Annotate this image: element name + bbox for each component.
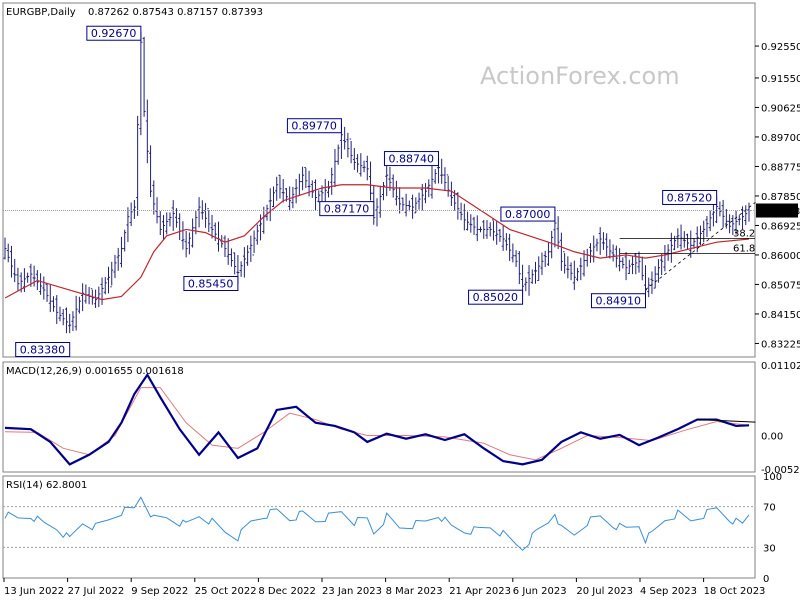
current-price-tag bbox=[756, 203, 798, 218]
price-tick-label: 0.84150 bbox=[761, 310, 800, 321]
price-annotation-label: 0.87170 bbox=[324, 203, 370, 216]
price-annotation-box bbox=[383, 151, 439, 167]
x-tick-label: 8 Mar 2023 bbox=[386, 586, 443, 597]
price-tick-label: 0.92550 bbox=[761, 42, 800, 53]
macd-trend-line bbox=[697, 419, 756, 423]
price-tick-label: 0.83225 bbox=[761, 339, 800, 350]
moving-average-line bbox=[4, 184, 750, 301]
rsi-line bbox=[4, 496, 750, 551]
macd-tick-label: 0.011027 bbox=[761, 361, 800, 372]
price-annotation-label: 0.85450 bbox=[188, 277, 234, 290]
price-annotation-box bbox=[590, 293, 646, 309]
macd-tick-label: 0.00 bbox=[761, 432, 783, 443]
current-price-label: 0.87393 bbox=[759, 207, 800, 218]
x-tick-label: 27 Jul 2022 bbox=[68, 586, 125, 597]
rsi-tick-label: 30 bbox=[763, 543, 776, 554]
fib-label: 38.2 bbox=[733, 228, 755, 239]
x-axis: 13 Jun 2022 27 Jul 2022 9 Sep 2022 25 Oct 2… bbox=[3, 578, 766, 597]
price-annotation-box bbox=[183, 275, 239, 291]
watermark: ActionForex.com bbox=[480, 62, 680, 90]
price-annotation-label: 0.89770 bbox=[291, 120, 337, 133]
x-tick-label: 21 Apr 2023 bbox=[449, 586, 511, 597]
rsi-frame bbox=[2, 475, 756, 579]
price-annotation-label: 0.88740 bbox=[388, 153, 434, 166]
macd-panel: MACD(12,26,9) 0.001655 0.001618 0.011027 0… bbox=[2, 361, 800, 476]
x-tick-label: 20 Jul 2023 bbox=[576, 586, 633, 597]
price-tick-label: 0.88775 bbox=[761, 162, 800, 173]
rsi-title: RSI(14) 62.8001 bbox=[6, 480, 87, 491]
x-tick-label: 9 Sep 2022 bbox=[131, 586, 188, 597]
price-annotation-box bbox=[662, 189, 718, 205]
macd-line bbox=[4, 372, 750, 466]
price-annotation-label: 0.87000 bbox=[505, 208, 551, 221]
price-tick-label: 0.87850 bbox=[761, 192, 800, 203]
price-annotation-label: 0.87520 bbox=[667, 191, 713, 204]
price-annotation-label: 0.85020 bbox=[473, 291, 518, 304]
x-tick-label: 4 Sep 2023 bbox=[640, 586, 697, 597]
x-tick-label: 25 Oct 2022 bbox=[195, 586, 257, 597]
x-tick-label: 6 Jun 2023 bbox=[513, 586, 567, 597]
rsi-panel: RSI(14) 62.8001 100 70 30 0 bbox=[2, 472, 782, 585]
ohlc-readout: 0.87262 0.87543 0.87157 0.87393 bbox=[88, 7, 263, 18]
price-tick-label: 0.85075 bbox=[761, 280, 800, 291]
x-tick-label: 8 Dec 2022 bbox=[258, 586, 316, 597]
macd-frame bbox=[2, 361, 756, 473]
price-panel: 0.92550 0.91550 0.90625 0.89700 0.88775 0.878… bbox=[2, 2, 800, 358]
symbol-title: EURGBP,Daily bbox=[6, 7, 76, 18]
price-tick-label: 0.86925 bbox=[761, 221, 800, 232]
price-tick-label: 0.89700 bbox=[761, 133, 800, 144]
x-tick-label: 23 Jan 2023 bbox=[322, 586, 382, 597]
macd-title: MACD(12,26,9) 0.001655 0.001618 bbox=[6, 366, 184, 377]
price-tick-label: 0.91550 bbox=[761, 74, 800, 85]
price-annotation-box bbox=[15, 342, 71, 358]
price-annotation-label: 0.83380 bbox=[20, 344, 65, 357]
fib-label: 61.8 bbox=[733, 243, 755, 254]
price-annotation-box bbox=[500, 206, 556, 222]
price-annotation-box bbox=[86, 25, 142, 41]
price-annotation-box bbox=[286, 118, 342, 134]
price-tick-label: 0.90625 bbox=[761, 103, 800, 114]
macd-tick-label: -0.005267 bbox=[761, 465, 800, 476]
rsi-tick-label: 0 bbox=[763, 574, 769, 585]
price-tick-label: 0.86000 bbox=[761, 251, 800, 262]
rsi-tick-label: 100 bbox=[763, 472, 782, 483]
price-annotation-box bbox=[319, 201, 375, 217]
price-annotation-label: 0.84910 bbox=[595, 295, 641, 308]
price-annotation-label: 0.92670 bbox=[91, 27, 137, 40]
x-tick-label: 18 Oct 2023 bbox=[704, 586, 766, 597]
price-frame bbox=[2, 2, 756, 358]
rsi-tick-label: 70 bbox=[763, 503, 776, 514]
x-tick-label: 13 Jun 2022 bbox=[4, 586, 64, 597]
price-annotation-box bbox=[468, 289, 524, 305]
